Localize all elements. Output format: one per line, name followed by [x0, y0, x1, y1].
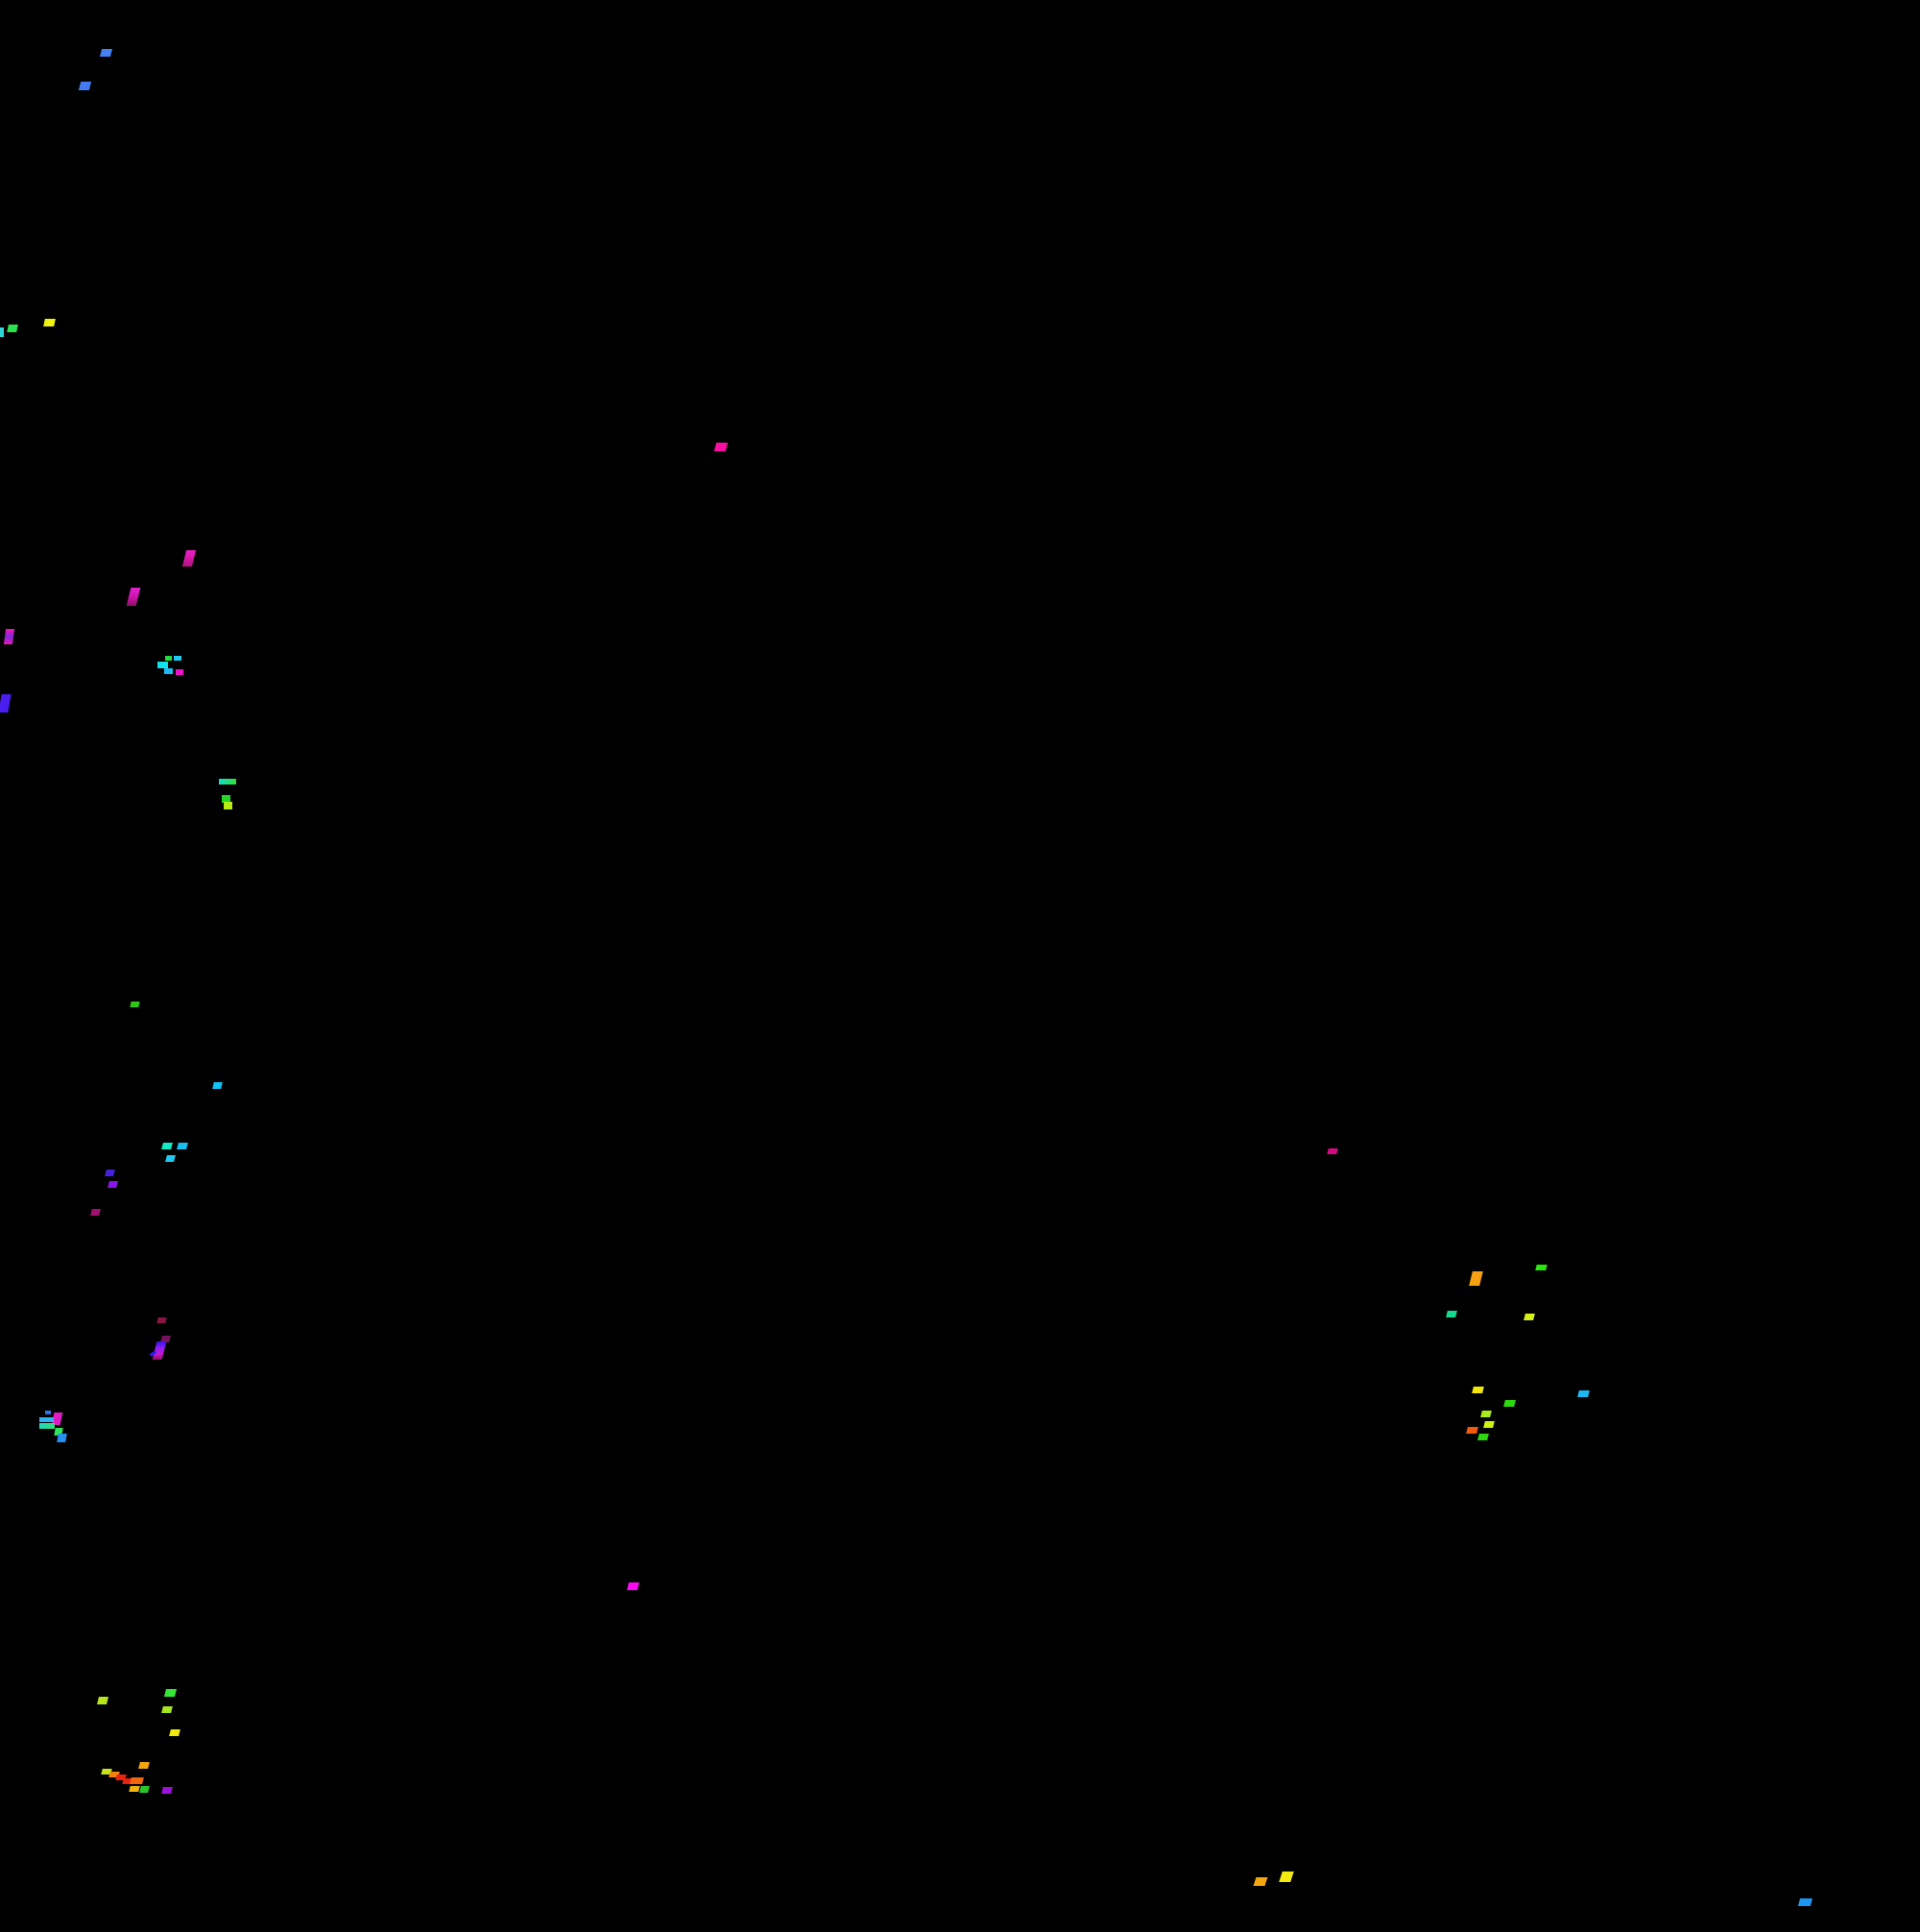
speck — [126, 588, 141, 606]
speck — [212, 1082, 223, 1089]
speck — [161, 1143, 173, 1149]
speck — [1480, 1411, 1492, 1417]
speck — [222, 795, 230, 803]
speck — [129, 1786, 140, 1792]
speck — [1253, 1877, 1268, 1886]
speck — [161, 1787, 173, 1794]
speck — [1446, 1311, 1457, 1317]
speck — [78, 82, 92, 90]
speck — [99, 49, 113, 57]
speck — [627, 1582, 639, 1590]
speck — [181, 550, 197, 567]
speck — [130, 1002, 140, 1007]
speck — [57, 1434, 67, 1442]
speck — [43, 319, 56, 326]
speck — [1279, 1872, 1294, 1882]
speck — [1466, 1427, 1478, 1434]
speck — [165, 656, 172, 661]
speck — [1503, 1400, 1516, 1407]
speck — [156, 1317, 167, 1323]
speck — [3, 629, 15, 644]
speck — [130, 1777, 144, 1784]
speck — [108, 1181, 118, 1188]
speck — [157, 662, 168, 668]
speck — [177, 1143, 188, 1149]
speck — [1483, 1421, 1495, 1428]
speck — [105, 1170, 115, 1176]
speck — [176, 669, 183, 675]
speck — [1797, 1898, 1813, 1906]
speck — [165, 1155, 176, 1162]
speck — [138, 1762, 150, 1769]
speck — [161, 1706, 173, 1713]
speck — [169, 1729, 180, 1736]
speck — [164, 1689, 177, 1697]
speck — [39, 1417, 54, 1422]
speck — [139, 1786, 150, 1793]
speck — [39, 1423, 55, 1429]
speck — [219, 779, 236, 785]
speck — [1327, 1148, 1338, 1154]
speck — [1577, 1390, 1590, 1397]
speck — [1472, 1387, 1484, 1393]
speck — [97, 1697, 108, 1704]
speck — [0, 694, 12, 712]
speck — [90, 1209, 101, 1216]
speck — [164, 668, 173, 674]
speck — [713, 443, 729, 451]
speck — [1477, 1434, 1489, 1440]
speck — [1469, 1271, 1483, 1286]
speck — [1524, 1314, 1535, 1320]
speck — [7, 325, 18, 332]
speck — [224, 802, 232, 809]
speck — [1535, 1265, 1548, 1270]
speck — [45, 1411, 51, 1414]
speck — [174, 656, 181, 661]
speck — [0, 327, 4, 337]
